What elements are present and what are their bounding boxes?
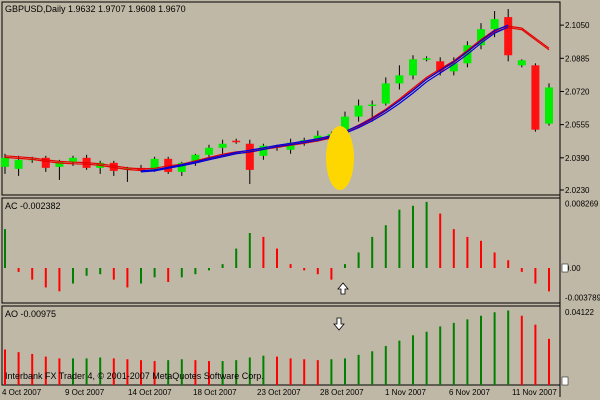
x-tick-label: 23 Oct 2007 <box>257 388 301 397</box>
price-tick-label: 2.0885 <box>565 54 590 63</box>
price-tick-label: 2.0230 <box>565 186 590 195</box>
price-tick-label: 2.0390 <box>565 154 590 163</box>
candle-body <box>313 135 322 140</box>
candle-body <box>218 143 227 148</box>
candle-body <box>395 75 404 84</box>
candle-body <box>449 63 458 72</box>
candle-body <box>55 161 64 167</box>
ma-blue-line-2 <box>140 24 509 172</box>
candle-body <box>259 145 268 156</box>
ao-title: AO -0.00975 <box>5 309 56 319</box>
candle-body <box>368 104 377 107</box>
candle-body <box>531 65 540 130</box>
x-tick-label: 1 Nov 2007 <box>385 388 426 397</box>
price-tick-label: 2.0720 <box>565 87 590 96</box>
x-tick-label: 4 Oct 2007 <box>2 388 42 397</box>
ao-tick-label: 0.04122 <box>565 308 594 317</box>
pane-frames <box>1 1 561 397</box>
candle-body <box>490 19 499 30</box>
candle-body <box>354 105 363 117</box>
ao-zero-marker <box>561 376 569 386</box>
x-tick-label: 28 Oct 2007 <box>320 388 364 397</box>
candle-body <box>504 17 513 56</box>
candle-body <box>245 143 254 170</box>
ao-pane: 0.04122 <box>4 308 594 386</box>
x-tick-label: 11 Nov 2007 <box>512 388 557 397</box>
x-tick-label: 18 Oct 2007 <box>193 388 237 397</box>
candle-body <box>205 147 213 155</box>
ac-tick-label: -0.003789 <box>565 293 600 302</box>
down-arrow-icon <box>333 317 345 331</box>
ac-title: AC -0.002382 <box>5 201 61 211</box>
candle-body <box>286 142 295 150</box>
candle-body <box>381 83 390 104</box>
candle-body <box>422 58 431 60</box>
candle-body <box>341 116 349 134</box>
candle-body <box>517 60 526 66</box>
candle-body <box>436 61 445 72</box>
x-tick-label: 9 Oct 2007 <box>65 388 105 397</box>
ma-blue-line <box>140 26 509 173</box>
candle-body <box>477 29 485 46</box>
ac-pane: 0.008269 0.00 -0.003789 <box>4 200 600 302</box>
candle-body <box>69 157 77 162</box>
candle-body <box>41 157 50 168</box>
candle-body <box>232 140 241 143</box>
labels: GBPUSD,Daily 1.9632 1.9707 1.9608 1.9670… <box>2 4 557 397</box>
candle-body <box>14 159 23 169</box>
markers <box>326 126 354 331</box>
candle-body <box>109 162 118 171</box>
price-title: GBPUSD,Daily 1.9632 1.9707 1.9608 1.9670 <box>5 4 186 14</box>
copyright-footer: Interbank FX Trader 4, © 2001-2007 MetaQ… <box>5 371 264 381</box>
candle-body <box>191 154 200 163</box>
price-tick-label: 2.0555 <box>565 121 590 130</box>
ac-tick-label: 0.008269 <box>565 200 599 209</box>
highlight-marker <box>326 126 354 190</box>
up-arrow-icon <box>337 282 349 295</box>
candle-body <box>1 157 9 167</box>
ac-tick-label: 0.00 <box>565 264 581 273</box>
candle-body <box>177 162 186 172</box>
x-tick-label: 14 Oct 2007 <box>128 388 172 397</box>
price-pane: 2.1050 2.0885 2.0720 2.0555 2.0390 2.0230 <box>1 9 590 195</box>
ac-zero-marker <box>561 263 569 273</box>
price-tick-label: 2.1050 <box>565 21 590 30</box>
x-tick-label: 6 Nov 2007 <box>449 388 490 397</box>
candle-body <box>545 87 553 124</box>
candle-body <box>409 59 417 76</box>
candle-body <box>150 158 159 170</box>
